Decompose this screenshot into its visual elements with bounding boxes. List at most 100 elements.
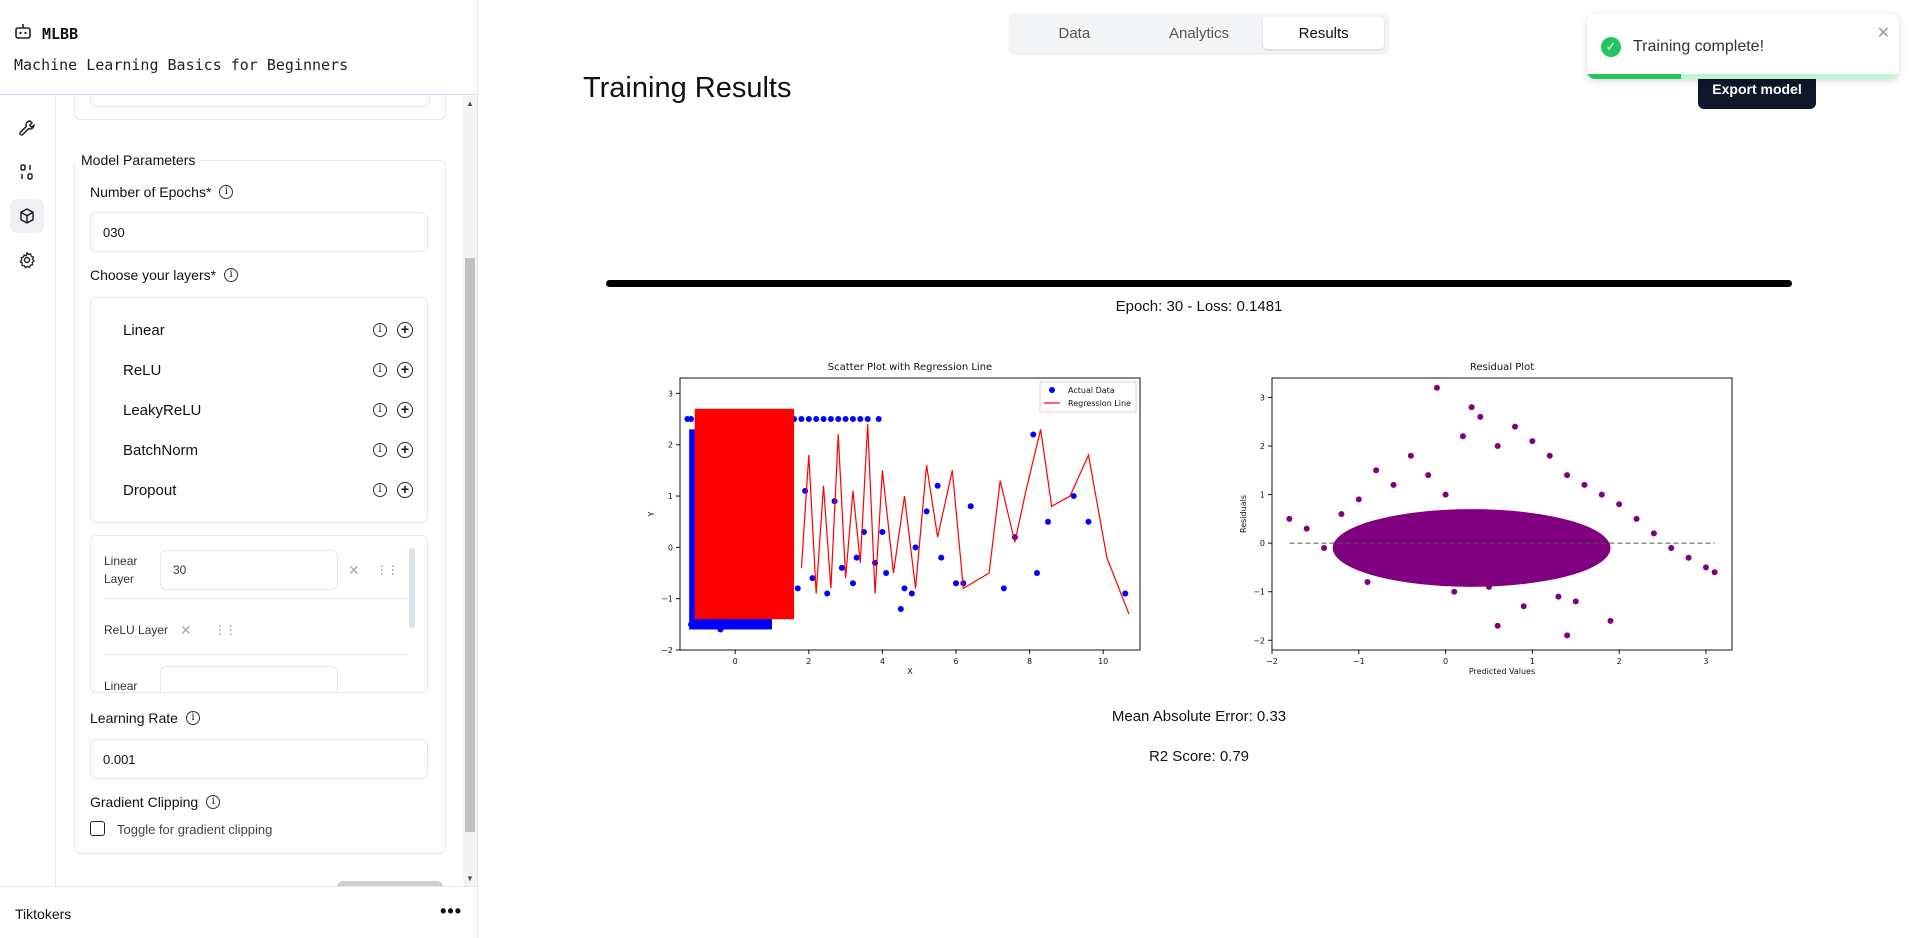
submit-button-partial[interactable] (337, 881, 443, 886)
stack-item-label: Linear (104, 679, 138, 693)
drag-handle-icon[interactable]: ⋮⋮ (375, 563, 399, 577)
actual-data-point (827, 416, 834, 423)
layer-option-batchnorm[interactable]: BatchNorm i + (123, 438, 413, 462)
x-tick-label: 10 (1098, 657, 1108, 666)
actual-data-point (688, 416, 695, 423)
y-tick-label: 0 (1260, 539, 1265, 548)
y-tick-label: −2 (1253, 636, 1265, 645)
actual-data-point (794, 585, 801, 592)
layers-label: Choose your layers* i (90, 267, 239, 283)
residual-point (1399, 569, 1406, 576)
residual-point (1702, 564, 1709, 571)
linear-units-input[interactable] (160, 666, 338, 692)
actual-data-point (842, 416, 849, 423)
info-icon[interactable]: i (185, 711, 200, 725)
residual-point (1407, 452, 1414, 459)
residual-point (1459, 433, 1466, 440)
epochs-input[interactable]: 030 (90, 212, 428, 252)
info-icon[interactable]: i (373, 403, 387, 417)
tab-results[interactable]: Results (1263, 17, 1385, 49)
remove-layer-icon[interactable]: ✕ (348, 561, 360, 578)
y-axis-label: Residuals (1239, 495, 1248, 533)
actual-data-point (849, 580, 856, 587)
learning-rate-label: Learning Rate i (90, 710, 200, 726)
learning-rate-input[interactable]: 0.001 (90, 739, 428, 779)
x-tick-label: 0 (1443, 657, 1448, 666)
linear-units-input[interactable]: 30 (160, 550, 338, 590)
residual-point (1451, 588, 1458, 595)
add-layer-icon[interactable]: + (397, 482, 413, 498)
add-layer-icon[interactable]: + (397, 442, 413, 458)
y-tick-label: 3 (1260, 393, 1265, 402)
residual-point (1442, 564, 1449, 571)
actual-data-point (938, 554, 945, 561)
stack-item-relu[interactable]: ReLU Layer ✕ ⋮⋮ (104, 618, 408, 642)
stack-item-linear-partial[interactable]: Linear (104, 666, 408, 693)
actual-data-point (912, 544, 919, 551)
actual-data-point (883, 570, 890, 577)
cube-icon[interactable] (10, 199, 44, 233)
layer-option-leakyrelu[interactable]: LeakyReLU i + (123, 398, 413, 422)
team-name: Tiktokers (15, 906, 72, 922)
remove-layer-icon[interactable]: ✕ (180, 621, 192, 638)
add-layer-icon[interactable]: + (397, 402, 413, 418)
actual-data-point (901, 585, 908, 592)
layer-option-label: ReLU (123, 361, 162, 379)
drag-handle-icon[interactable]: ⋮⋮ (213, 623, 237, 637)
chart-title: Residual Plot (1470, 362, 1534, 373)
layer-option-label: BatchNorm (123, 441, 199, 459)
sidebar-scrollbar[interactable]: ▲ ▼ (463, 96, 477, 886)
scroll-up-icon[interactable]: ▲ (466, 99, 474, 108)
robot-icon (14, 22, 32, 45)
dense-residual-cluster (1332, 509, 1611, 587)
binary-icon[interactable] (10, 155, 44, 189)
info-icon[interactable]: i (373, 483, 387, 497)
view-tabs: Data Analytics Results (1010, 13, 1388, 53)
brand-name: MLBB (42, 24, 79, 43)
scroll-down-icon[interactable]: ▼ (466, 874, 474, 883)
tab-data[interactable]: Data (1058, 24, 1091, 42)
actual-data-point (953, 580, 959, 587)
add-layer-icon[interactable]: + (397, 362, 413, 378)
gradient-clipping-checkbox[interactable] (90, 821, 105, 836)
info-icon[interactable]: i (373, 443, 387, 457)
residual-plot-chart: Residual Plot −2 −1 0 1 2 3 −2 −1 0 1 2 3 Predicted… (1239, 362, 1733, 676)
residual-point (1685, 554, 1692, 561)
tab-analytics[interactable]: Analytics (1168, 24, 1230, 42)
model-parameters-card (74, 160, 446, 854)
y-tick-label: −2 (661, 646, 673, 655)
inner-scrollbar[interactable] (409, 548, 415, 628)
actual-data-point (1085, 518, 1092, 525)
y-tick-label: 1 (668, 492, 673, 501)
previous-input[interactable] (90, 96, 430, 107)
y-tick-label: 0 (668, 543, 673, 552)
divider (104, 654, 408, 655)
legend-marker-actual (1049, 387, 1055, 393)
layer-option-relu[interactable]: ReLU i + (123, 358, 413, 382)
y-tick-label: −1 (661, 595, 673, 604)
layer-option-dropout[interactable]: Dropout i + (123, 478, 413, 502)
wrench-icon[interactable] (10, 111, 44, 145)
info-icon[interactable]: i (373, 323, 387, 337)
info-icon[interactable]: i (219, 185, 234, 199)
info-icon[interactable]: i (206, 795, 221, 809)
add-layer-icon[interactable]: + (397, 322, 413, 338)
more-menu-icon[interactable]: ••• (440, 901, 462, 921)
layer-stack-box: Linear Layer 30 ✕ ⋮⋮ ReLU Layer ✕ ⋮⋮ Line… (90, 535, 428, 693)
residual-point (1520, 603, 1527, 610)
info-icon[interactable]: i (224, 268, 239, 282)
gradient-clipping-label: Gradient Clipping i (90, 794, 221, 810)
legend-label-actual: Actual Data (1068, 386, 1115, 395)
info-icon[interactable]: i (373, 363, 387, 377)
close-icon[interactable]: ✕ (1876, 25, 1890, 42)
scroll-thumb[interactable] (465, 258, 475, 832)
gear-icon[interactable] (10, 243, 44, 277)
stack-item-label: Linear Layer (104, 554, 138, 586)
layer-option-linear[interactable]: Linear i + (123, 318, 413, 342)
residual-point (1668, 545, 1675, 551)
chart-legend (1039, 381, 1137, 413)
epoch-loss-text: Epoch: 30 - Loss: 0.1481 (1115, 298, 1283, 315)
x-tick-label: −1 (1353, 657, 1365, 666)
toast-notification: ✓ Training complete! ✕ (1587, 14, 1899, 79)
stack-item-linear[interactable]: Linear Layer 30 ✕ ⋮⋮ (104, 548, 408, 592)
